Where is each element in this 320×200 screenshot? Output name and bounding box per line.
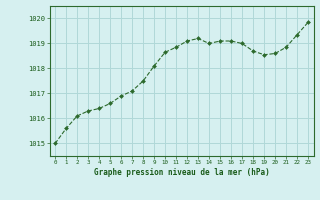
X-axis label: Graphe pression niveau de la mer (hPa): Graphe pression niveau de la mer (hPa) xyxy=(94,168,269,177)
